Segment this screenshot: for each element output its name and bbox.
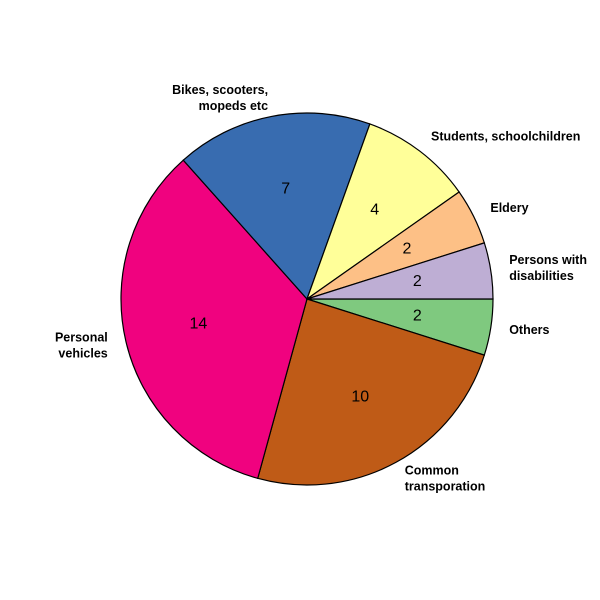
slice-persons-with-disabilities — [306, 242, 494, 300]
value-label-others: 2 — [413, 307, 422, 324]
category-label-others: Others — [509, 323, 549, 337]
category-label-line: vehicles — [58, 347, 107, 361]
category-label-eldery: Eldery — [490, 201, 528, 215]
category-label-line: disabilities — [509, 269, 574, 283]
value-label-personal-vehicles: 14 — [189, 316, 207, 333]
category-labels: Others Common transporation Personal vehicle… — [55, 83, 587, 494]
category-label-students-schoolchildren: Students, schoolchildren — [431, 129, 580, 143]
value-label-bikes-scooters-mopeds-etc: 7 — [281, 181, 290, 198]
category-label-line: Persons with — [509, 253, 587, 267]
category-label-persons-with-disabilities: Persons with disabilities — [509, 253, 587, 283]
value-label-eldery: 2 — [403, 241, 412, 258]
category-label-personal-vehicles: Personal vehicles — [55, 331, 108, 361]
category-label-line: Students, schoolchildren — [431, 129, 580, 143]
category-label-line: Bikes, scooters, — [172, 83, 268, 97]
category-label-line: Others — [509, 323, 549, 337]
pie-slices — [120, 112, 494, 486]
category-label-line: Common — [405, 464, 459, 478]
slice-students-schoolchildren — [305, 123, 460, 301]
slice-common-transporation — [256, 298, 486, 486]
value-label-students-schoolchildren: 4 — [370, 201, 379, 218]
category-label-line: transporation — [405, 480, 486, 494]
category-label-line: mopeds etc — [199, 99, 269, 113]
slice-personal-vehicles — [120, 159, 308, 480]
category-label-line: Eldery — [490, 201, 528, 215]
category-label-line: Personal — [55, 331, 108, 345]
value-label-persons-with-disabilities: 2 — [413, 273, 422, 290]
category-label-bikes-scooters-mopeds-etc: Bikes, scooters, mopeds etc — [172, 83, 268, 113]
category-label-common-transporation: Common transporation — [405, 464, 486, 494]
value-label-common-transporation: 10 — [351, 388, 369, 405]
